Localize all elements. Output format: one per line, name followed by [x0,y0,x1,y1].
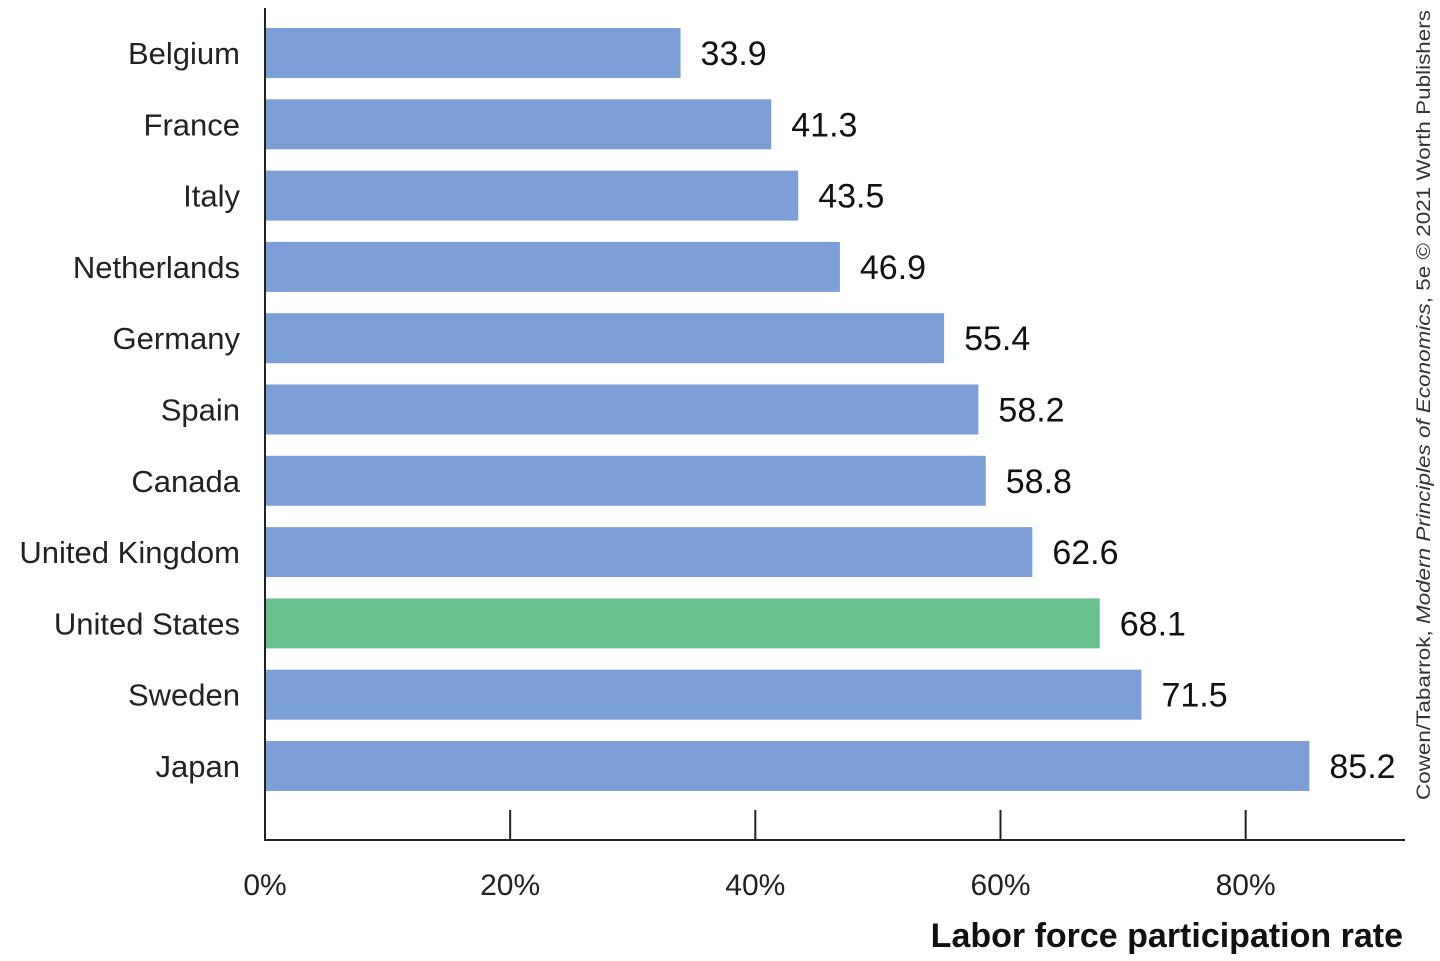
value-label: 58.2 [998,392,1064,430]
category-labels-group: Belgium France Italy Netherlands Germany Spai… [19,36,240,784]
value-label: 68.1 [1120,605,1186,643]
bar-italy [265,170,799,221]
x-tick-label: 60% [970,869,1030,902]
category-label: Italy [183,179,240,214]
bar-united-kingdom [265,527,1033,578]
credit-prefix: Cowen/Tabarrok, [1414,624,1435,800]
x-tick-label: 0% [243,869,286,902]
category-label: Netherlands [73,250,240,285]
bar-canada [265,455,986,506]
category-label: Sweden [128,678,240,713]
category-label: Canada [131,464,240,499]
credit-suffix: , 5e © 2021 Worth Publishers [1414,10,1435,303]
value-label: 85.2 [1329,748,1395,786]
category-label: United Kingdom [19,535,240,570]
x-tick-labels-group: 0% 20% 40% 60% 80% [243,869,1275,902]
bar-spain [265,384,979,435]
value-label: 46.9 [860,249,926,287]
bar-japan [265,741,1310,791]
x-axis-label: Labor force participation rate [931,917,1403,955]
bars-group [265,28,1310,791]
category-label: United States [54,606,240,641]
value-label: 41.3 [791,106,857,144]
value-label: 33.9 [701,35,767,73]
category-label: Spain [161,393,240,428]
category-label: France [144,107,240,142]
category-label: Germany [113,321,241,356]
credit-title: Modern Principles of Economics [1414,303,1435,624]
category-label: Belgium [128,36,240,71]
x-ticks-group [509,810,1247,840]
bar-netherlands [265,241,840,292]
bar-germany [265,313,945,364]
value-label: 43.5 [818,178,884,216]
value-label: 55.4 [964,320,1030,358]
x-tick-label: 20% [480,869,540,902]
x-tick-label: 80% [1216,869,1276,902]
category-label: Japan [156,749,240,784]
credit-text: Cowen/Tabarrok, Modern Principles of Eco… [1414,10,1435,800]
value-label: 58.8 [1006,463,1072,501]
bar-france [265,99,772,150]
x-tick-label: 40% [725,869,785,902]
value-label: 62.6 [1052,534,1118,572]
bar-belgium [265,28,681,78]
bar-sweden [265,669,1142,720]
value-label: 71.5 [1161,677,1227,715]
bar-united-states [265,598,1100,649]
value-labels-group: 33.9 41.3 43.5 46.9 55.4 58.2 58.8 62.668.1 71.5… [701,35,1396,786]
